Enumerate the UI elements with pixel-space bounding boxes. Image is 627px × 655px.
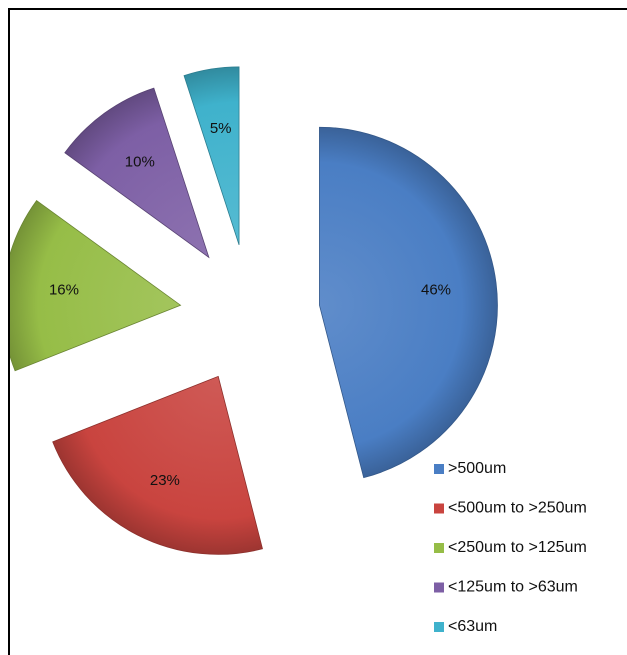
data-label-500um: 46%: [421, 281, 451, 298]
data-labels-layer: 46% 23% 16% 10% 5%: [49, 120, 451, 489]
data-label-63um: 5%: [210, 120, 232, 137]
legend-swatch: [434, 543, 444, 553]
legend-swatch: [434, 464, 444, 474]
pie-slice-500um: [319, 126, 498, 479]
legend-swatch: [434, 622, 444, 632]
legend-label: <500um to >250um: [448, 500, 587, 517]
pie-chart: 46% 23% 16% 10% 5% >500um <500um to >250um <25…: [10, 66, 587, 635]
legend-item-500um-to-250um: <500um to >250um: [434, 500, 587, 517]
legend-swatch: [434, 582, 444, 593]
legend-item-63um: <63um: [434, 618, 497, 635]
pie-slice-250um-to-125um: [10, 200, 182, 372]
legend-item-500um: >500um: [434, 460, 506, 477]
legend-item-125um-to-63um: <125um to >63um: [434, 579, 578, 596]
legend-label: <125um to >63um: [448, 579, 578, 596]
legend-swatch: [434, 503, 444, 514]
data-label-500um-to-250um: 23%: [150, 472, 180, 489]
pie-slice-63um: [183, 66, 240, 245]
legend-label: >500um: [448, 460, 506, 477]
data-label-250um-to-125um: 16%: [49, 281, 79, 298]
slices-layer: [10, 66, 498, 555]
pie-slice-500um-to-250um: [52, 375, 263, 555]
legend-label: <250um to >125um: [448, 539, 587, 556]
legend-item-250um-to-125um: <250um to >125um: [434, 539, 587, 556]
chart-frame: 46% 23% 16% 10% 5% >500um <500um to >250um <25…: [8, 8, 627, 655]
data-label-125um-to-63um: 10%: [125, 153, 155, 170]
legend: >500um <500um to >250um <250um to >125um <1…: [434, 460, 587, 635]
pie-slice-125um-to-63um: [64, 87, 210, 259]
legend-label: <63um: [448, 618, 497, 635]
